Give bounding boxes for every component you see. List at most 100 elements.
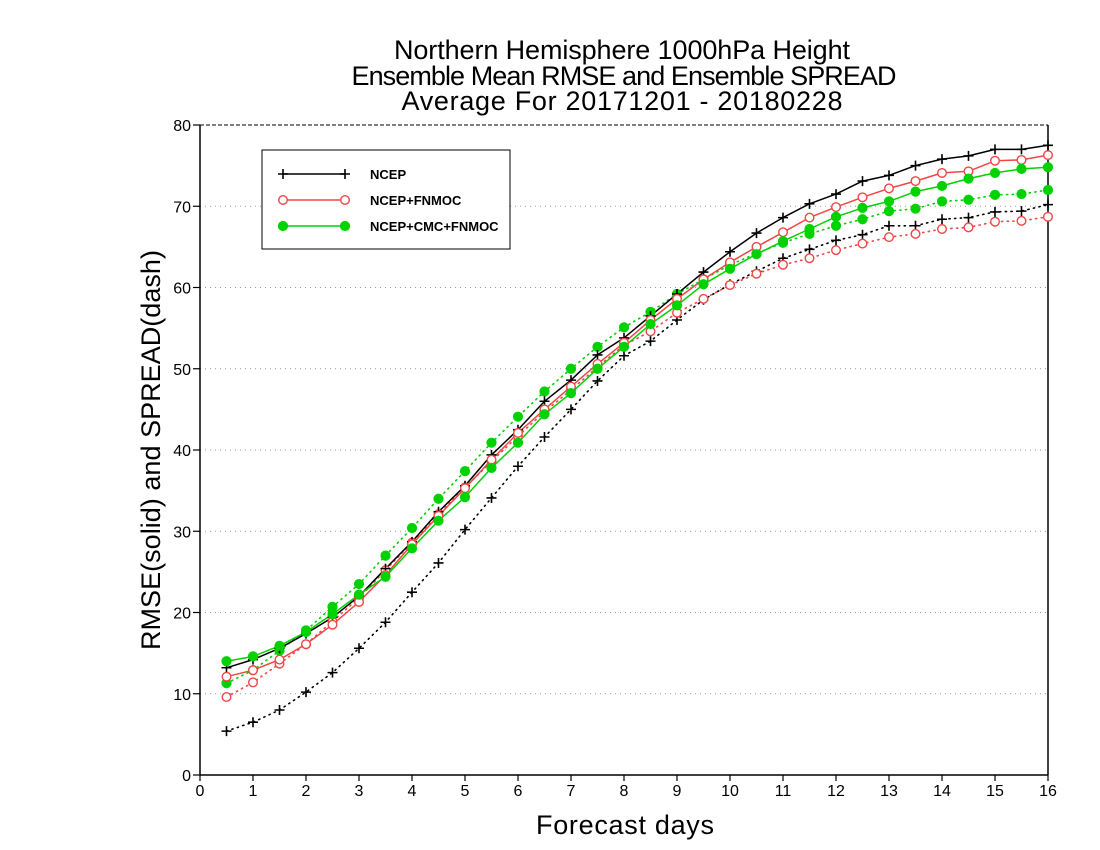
x-tick-label: 4 (408, 783, 417, 800)
ncep-rmse-point (725, 246, 735, 257)
ncep-fnmoc-rmse-point (804, 212, 815, 223)
ncep-cmc-fnmoc-rmse-point (406, 543, 418, 554)
ncep-spread-point (327, 667, 338, 678)
ncep-fnmoc-rmse-point (486, 454, 497, 465)
ncep-fnmoc-rmse-point (513, 427, 524, 438)
ncep-spread-point (937, 214, 947, 225)
ncep-fnmoc-rmse-point (857, 192, 868, 203)
ncep-fnmoc-rmse-point (1042, 150, 1053, 161)
ncep-cmc-fnmoc-rmse-point (486, 462, 497, 473)
x-tick-label: 15 (986, 783, 1004, 800)
ncep-cmc-fnmoc-rmse-point (751, 249, 762, 260)
ncep-rmse-point (804, 198, 815, 209)
ncep-cmc-fnmoc-rmse-point (963, 173, 974, 184)
ncep-cmc-fnmoc-rmse-point (1042, 162, 1054, 173)
legend: NCEP NCEP+FNMOC NCEP+CMC+FNMOC (261, 149, 511, 250)
ncep-cmc-fnmoc-rmse-point (989, 167, 1001, 179)
ncep-fnmoc-spread-point (990, 216, 1001, 227)
ncep-rmse-point (937, 154, 947, 165)
ncep-fnmoc-rmse-point (910, 176, 921, 187)
ncep-fnmoc-rmse-point (301, 639, 312, 650)
y-tick-label: 40 (173, 443, 191, 460)
ncep-fnmoc-spread-point (1042, 211, 1053, 222)
ncep-fnmoc-rmse-point (884, 183, 895, 194)
ncep-cmc-fnmoc-rmse-point (724, 263, 736, 274)
chart-title: Northern Hemisphere 1000hPa Height Ensem… (352, 35, 897, 116)
ncep-fnmoc-spread-point (884, 232, 895, 243)
chart-title-line-2: Ensemble Mean RMSE and Ensemble SPREAD (352, 61, 897, 91)
ncep-spread-point (221, 726, 232, 737)
ncep-cmc-fnmoc-spread-point (433, 493, 444, 504)
ncep-cmc-fnmoc-spread-point (936, 196, 948, 207)
ncep-fnmoc-rmse-point (831, 202, 842, 213)
ncep-rmse-point (751, 228, 762, 239)
ncep-cmc-fnmoc-rmse-point (618, 341, 630, 352)
ncep-spread-point (433, 557, 444, 568)
legend-marker-ncep-cmc-fnmoc (277, 220, 289, 232)
ncep-cmc-fnmoc-rmse-point (777, 236, 789, 247)
chart-title-line-1: Northern Hemisphere 1000hPa Height (394, 35, 850, 65)
ncep-cmc-fnmoc-spread-point (1016, 188, 1027, 200)
ncep-cmc-fnmoc-spread-point (1042, 184, 1054, 196)
ncep-spread-point (990, 206, 1000, 217)
x-tick-label: 6 (514, 783, 523, 800)
x-tick-label: 1 (249, 783, 258, 800)
y-tick-label: 10 (173, 687, 191, 704)
ncep-cmc-fnmoc-spread-point (883, 206, 895, 217)
ncep-rmse-point (910, 160, 921, 171)
ncep-spread-point (592, 375, 603, 386)
ncep-cmc-fnmoc-rmse-point (645, 318, 656, 330)
ncep-fnmoc-spread-point (247, 677, 258, 688)
series-points (221, 140, 1054, 737)
ncep-cmc-fnmoc-rmse-point (830, 211, 842, 222)
legend-label-ncep: NCEP (370, 167, 406, 182)
ncep-cmc-fnmoc-spread-point (539, 386, 550, 397)
ncep-rmse-point (592, 349, 603, 360)
x-tick-label: 11 (775, 783, 792, 800)
ncep-fnmoc-spread-point (725, 280, 736, 291)
legend-entry-ncep-cmc-fnmoc: NCEP+CMC+FNMOC (277, 219, 499, 234)
y-tick-label: 20 (173, 606, 191, 623)
ncep-cmc-fnmoc-rmse-point (459, 492, 471, 503)
ncep-cmc-fnmoc-spread-point (406, 522, 418, 534)
ncep-spread-point (857, 229, 868, 240)
ncep-rmse-point (1043, 140, 1053, 151)
ncep-cmc-fnmoc-spread-point (963, 194, 974, 205)
legend-marker-ncep (340, 169, 350, 179)
ncep-cmc-fnmoc-rmse-point (300, 626, 312, 638)
ncep-cmc-fnmoc-rmse-point (1016, 163, 1027, 174)
ncep-cmc-fnmoc-rmse-point (539, 409, 550, 420)
ncep-cmc-fnmoc-rmse-point (274, 640, 285, 651)
ncep-spread-point (380, 617, 391, 628)
ncep-cmc-fnmoc-rmse-point (221, 656, 232, 667)
x-axis-label: Forecast days (536, 810, 714, 840)
ncep-rmse-point (1016, 144, 1027, 155)
y-tick-label: 60 (173, 281, 191, 298)
ncep-spread-point (1043, 199, 1053, 210)
ncep-fnmoc-spread-point (831, 245, 842, 256)
ncep-fnmoc-rmse-point (1016, 154, 1027, 165)
x-tick-label: 2 (302, 783, 311, 800)
x-tick-label: 7 (567, 783, 576, 800)
legend-label-ncep-cmc-fnmoc: NCEP+CMC+FNMOC (370, 219, 499, 234)
ncep-spread-point (963, 212, 974, 223)
ncep-cmc-fnmoc-rmse-point (512, 437, 524, 448)
ncep-fnmoc-rmse-point (778, 227, 789, 238)
ncep-cmc-fnmoc-rmse-point (857, 202, 868, 213)
ncep-fnmoc-rmse-point (937, 167, 948, 178)
ncep-spread-point (248, 717, 258, 728)
ncep-cmc-fnmoc-rmse-point (883, 196, 895, 207)
ncep-cmc-fnmoc-spread-point (857, 214, 868, 225)
ncep-rmse-point (963, 150, 974, 161)
ncep-fnmoc-spread-point (804, 253, 815, 264)
x-tick-label: 8 (620, 783, 629, 800)
ncep-cmc-fnmoc-spread-point (830, 220, 842, 231)
ncep-spread-point (407, 587, 417, 598)
ncep-spread-point (354, 643, 364, 654)
legend-marker-ncep-fnmoc (278, 194, 289, 205)
ncep-fnmoc-spread-point (910, 228, 921, 239)
ncep-cmc-fnmoc-spread-point (618, 322, 630, 333)
x-tick-label: 9 (673, 783, 682, 800)
